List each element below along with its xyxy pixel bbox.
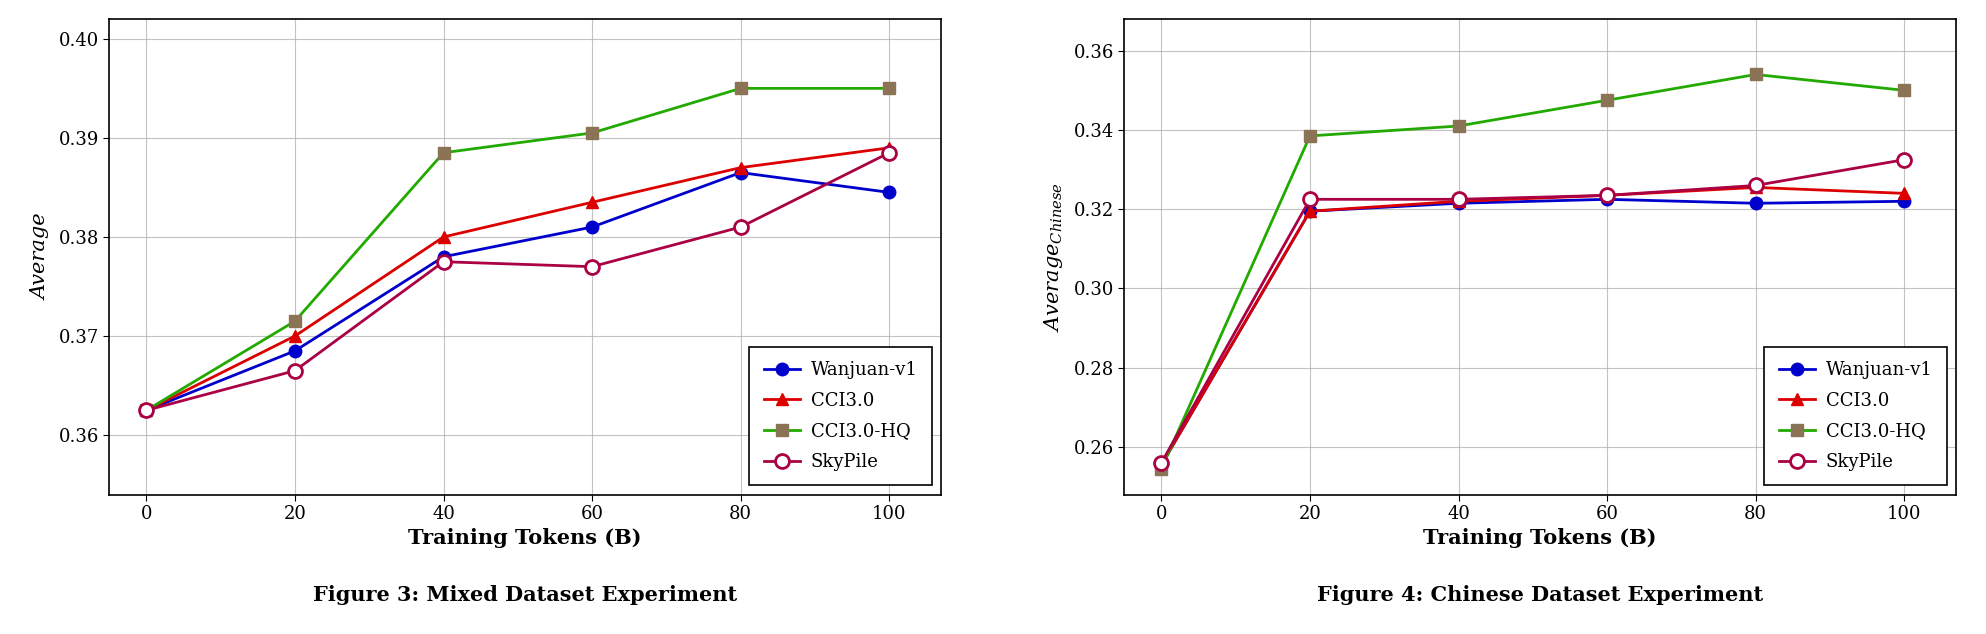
Legend: Wanjuan-v1, CCI3.0, CCI3.0-HQ, SkyPile: Wanjuan-v1, CCI3.0, CCI3.0-HQ, SkyPile bbox=[1764, 347, 1946, 486]
Wanjuan-v1 bbox=[135, 406, 159, 414]
CCI3.0-HQ bbox=[1893, 87, 1916, 94]
SkyPile bbox=[729, 223, 753, 231]
X-axis label: Training Tokens (B): Training Tokens (B) bbox=[409, 529, 641, 548]
Line: SkyPile: SkyPile bbox=[1154, 153, 1911, 470]
CCI3.0-HQ bbox=[284, 318, 308, 325]
Wanjuan-v1 bbox=[1446, 200, 1470, 207]
SkyPile bbox=[1446, 195, 1470, 203]
SkyPile bbox=[580, 263, 604, 271]
CCI3.0-HQ bbox=[1446, 122, 1470, 130]
CCI3.0 bbox=[431, 233, 455, 241]
CCI3.0-HQ bbox=[1150, 465, 1174, 472]
Wanjuan-v1 bbox=[431, 253, 455, 261]
Line: CCI3.0-HQ: CCI3.0-HQ bbox=[141, 82, 896, 417]
Line: CCI3.0: CCI3.0 bbox=[1156, 181, 1911, 471]
Wanjuan-v1 bbox=[580, 223, 604, 231]
CCI3.0 bbox=[135, 406, 159, 414]
Wanjuan-v1 bbox=[1744, 200, 1768, 207]
Line: Wanjuan-v1: Wanjuan-v1 bbox=[1156, 193, 1911, 471]
Line: SkyPile: SkyPile bbox=[139, 146, 896, 417]
SkyPile bbox=[1299, 195, 1323, 203]
SkyPile bbox=[1150, 459, 1174, 467]
CCI3.0 bbox=[580, 198, 604, 206]
CCI3.0 bbox=[1744, 184, 1768, 191]
Text: Figure 4: Chinese Dataset Experiment: Figure 4: Chinese Dataset Experiment bbox=[1317, 585, 1764, 605]
CCI3.0 bbox=[878, 144, 902, 152]
CCI3.0 bbox=[1893, 190, 1916, 197]
SkyPile bbox=[878, 149, 902, 157]
Wanjuan-v1 bbox=[1893, 197, 1916, 205]
SkyPile bbox=[1744, 181, 1768, 189]
Text: Figure 3: Mixed Dataset Experiment: Figure 3: Mixed Dataset Experiment bbox=[314, 585, 737, 605]
CCI3.0-HQ bbox=[1595, 96, 1619, 104]
Y-axis label: Average: Average bbox=[32, 214, 50, 300]
Wanjuan-v1 bbox=[1150, 461, 1174, 469]
CCI3.0-HQ bbox=[580, 129, 604, 137]
Line: CCI3.0-HQ: CCI3.0-HQ bbox=[1156, 68, 1911, 475]
SkyPile bbox=[284, 367, 308, 375]
Y-axis label: $Average_{Chinese}$: $Average_{Chinese}$ bbox=[1043, 182, 1064, 332]
SkyPile bbox=[1595, 191, 1619, 199]
CCI3.0 bbox=[1446, 197, 1470, 205]
Wanjuan-v1 bbox=[1595, 195, 1619, 203]
Line: Wanjuan-v1: Wanjuan-v1 bbox=[141, 166, 896, 417]
CCI3.0 bbox=[284, 332, 308, 340]
CCI3.0 bbox=[729, 164, 753, 171]
SkyPile bbox=[431, 258, 455, 266]
Wanjuan-v1 bbox=[1299, 207, 1323, 215]
CCI3.0-HQ bbox=[431, 149, 455, 157]
CCI3.0 bbox=[1595, 191, 1619, 199]
CCI3.0-HQ bbox=[878, 84, 902, 92]
CCI3.0-HQ bbox=[135, 406, 159, 414]
Line: CCI3.0: CCI3.0 bbox=[141, 141, 896, 417]
CCI3.0-HQ bbox=[729, 84, 753, 92]
Legend: Wanjuan-v1, CCI3.0, CCI3.0-HQ, SkyPile: Wanjuan-v1, CCI3.0, CCI3.0-HQ, SkyPile bbox=[749, 347, 931, 486]
CCI3.0-HQ bbox=[1744, 70, 1768, 78]
X-axis label: Training Tokens (B): Training Tokens (B) bbox=[1424, 529, 1656, 548]
Wanjuan-v1 bbox=[284, 347, 308, 354]
SkyPile bbox=[1893, 156, 1916, 164]
CCI3.0-HQ bbox=[1299, 132, 1323, 139]
CCI3.0 bbox=[1150, 461, 1174, 469]
CCI3.0 bbox=[1299, 207, 1323, 215]
Wanjuan-v1 bbox=[729, 169, 753, 176]
Wanjuan-v1 bbox=[878, 188, 902, 196]
SkyPile bbox=[135, 406, 159, 414]
